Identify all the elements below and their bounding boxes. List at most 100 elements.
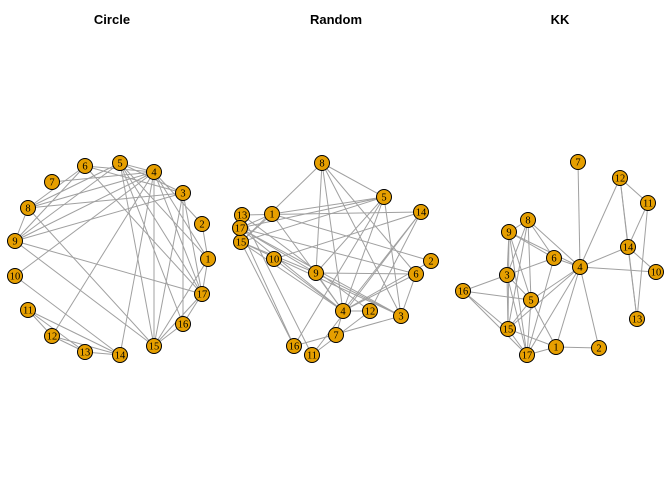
node-circle-random-17: [232, 220, 248, 236]
edge-circle-5-17: [119, 162, 203, 295]
node-label-random-17: 17: [235, 224, 246, 235]
edge-random-1-2: [271, 213, 432, 262]
edge-random-3-16: [293, 315, 402, 347]
node-label-circle-4: 4: [151, 168, 157, 179]
edge-kk-4-10: [579, 266, 657, 273]
node-circle-6: 6: [77, 158, 93, 174]
edge-kk-13-14: [627, 246, 638, 320]
edge-circle-3-8: [27, 192, 184, 209]
node-circle-random-3: [393, 308, 409, 324]
edge-circle-8-15: [27, 207, 155, 347]
node-random-3: 3: [393, 308, 409, 324]
edge-circle-1-4: [153, 171, 209, 260]
node-circle-random-1: [264, 206, 280, 222]
edge-random-8-15: [240, 162, 323, 243]
node-kk-9: 9: [501, 224, 517, 240]
node-circle-kk-3: [499, 267, 515, 283]
panel-title-random: Random: [310, 12, 362, 27]
edge-random-16-17: [239, 227, 295, 347]
node-kk-8: 8: [520, 212, 536, 228]
edge-circle-9-17: [14, 240, 203, 295]
edge-circle-1-15: [153, 258, 209, 347]
node-label-circle-2: 2: [199, 220, 204, 231]
node-kk-16: 16: [455, 283, 471, 299]
edge-random-4-5: [342, 196, 385, 312]
node-random-13: 13: [234, 207, 250, 223]
edge-random-6-9: [315, 272, 417, 275]
node-label-circle-8: 8: [25, 204, 30, 215]
edge-random-6-8: [321, 162, 417, 275]
node-circle-circle-4: [146, 164, 162, 180]
node-label-random-7: 7: [333, 331, 338, 342]
node-label-kk-12: 12: [615, 174, 626, 185]
node-circle-16: 16: [175, 316, 191, 332]
node-circle-14: 14: [112, 347, 128, 363]
node-label-circle-5: 5: [117, 159, 122, 170]
node-random-7: 7: [328, 327, 344, 343]
node-circle-random-14: [413, 204, 429, 220]
node-circle-circle-14: [112, 347, 128, 363]
node-kk-14: 14: [620, 239, 636, 255]
edge-kk-5-17: [526, 299, 532, 356]
edge-kk-4-15: [507, 266, 581, 330]
node-circle-kk-5: [523, 292, 539, 308]
node-label-kk-16: 16: [458, 287, 469, 298]
node-random-4: 4: [335, 303, 351, 319]
node-label-circle-9: 9: [12, 237, 17, 248]
node-circle-circle-16: [175, 316, 191, 332]
edge-circle-5-8: [27, 162, 121, 209]
node-label-circle-16: 16: [178, 320, 189, 331]
edge-circle-4-12: [51, 171, 155, 337]
node-circle-kk-13: [629, 311, 645, 327]
node-random-17: 17: [232, 220, 248, 236]
edge-kk-5-8: [527, 219, 532, 301]
edge-circle-1-5: [119, 162, 209, 260]
node-circle-kk-8: [520, 212, 536, 228]
panel-title-circle: Circle: [94, 12, 130, 27]
node-circle-4: 4: [146, 164, 162, 180]
edge-kk-16-17: [462, 290, 528, 356]
node-label-kk-3: 3: [504, 271, 509, 282]
edge-kk-3-8: [506, 219, 529, 276]
edge-kk-2-4: [579, 266, 600, 349]
edge-circle-3-6: [84, 165, 184, 194]
edge-random-11-13: [241, 214, 313, 356]
node-circle-8: 8: [20, 200, 36, 216]
node-circle-random-4: [335, 303, 351, 319]
node-label-random-10: 10: [269, 255, 280, 266]
edge-kk-6-17: [526, 257, 555, 356]
node-label-kk-4: 4: [577, 263, 583, 274]
panel-title-kk: KK: [551, 12, 570, 27]
edge-kk-3-17: [506, 274, 528, 356]
node-label-random-12: 12: [365, 307, 376, 318]
node-circle-circle-8: [20, 200, 36, 216]
node-random-2: 2: [423, 253, 439, 269]
edge-kk-9-17: [508, 231, 528, 356]
node-label-circle-6: 6: [82, 162, 87, 173]
edge-random-15-16: [240, 241, 295, 347]
edge-kk-5-16: [462, 290, 532, 301]
node-label-random-9: 9: [313, 269, 318, 280]
node-label-kk-17: 17: [522, 351, 533, 362]
node-circle-kk-11: [640, 195, 656, 211]
node-circle-kk-1: [548, 339, 564, 355]
node-circle-kk-9: [501, 224, 517, 240]
node-label-circle-1: 1: [205, 255, 210, 266]
node-kk-2: 2: [591, 340, 607, 356]
edge-random-4-17: [239, 227, 344, 312]
node-circle-circle-7: [44, 174, 60, 190]
edge-circle-4-9: [14, 171, 155, 242]
edge-circle-5-9: [14, 162, 121, 242]
node-circle-circle-9: [7, 233, 23, 249]
node-circle-kk-6: [546, 250, 562, 266]
node-circle-7: 7: [44, 174, 60, 190]
node-label-kk-10: 10: [651, 268, 662, 279]
node-kk-12: 12: [612, 170, 628, 186]
node-label-kk-1: 1: [553, 343, 558, 354]
node-circle-random-11: [304, 347, 320, 363]
node-label-random-1: 1: [269, 210, 274, 221]
edge-kk-4-17: [526, 266, 581, 356]
